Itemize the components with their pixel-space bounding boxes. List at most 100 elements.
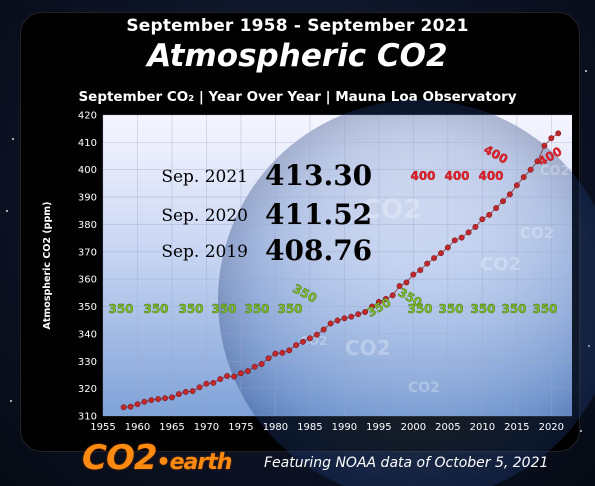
data-point [120,404,127,411]
data-point [231,373,237,380]
data-point [424,260,431,267]
marker-350: 350 [244,302,269,316]
data-point [451,237,458,244]
x-tick-label: 1970 [194,422,219,433]
data-point [472,223,479,230]
data-point [265,355,272,362]
star [6,210,8,212]
co2-earth-logo: CO2•earth [82,438,233,478]
data-point [306,335,313,342]
marker-350: 350 [438,302,463,316]
data-point [513,182,520,189]
marker-350: 350 [532,302,557,316]
y-tick-label: 340 [78,329,97,340]
x-tick-label: 2005 [435,422,460,433]
data-point [382,295,389,302]
data-point [431,255,438,262]
reading-label: Sep. 2019 [161,242,248,262]
data-point [479,216,486,223]
co2-watermark-glyph: CO2 [300,334,327,348]
y-tick-label: 380 [78,220,97,231]
x-tick-label: 1975 [228,422,253,433]
y-tick-label: 400 [78,165,97,176]
data-point [169,394,175,401]
x-axis-ticks: 1955 1960 1965 1970 1975 1980 1985 1990 1995 2000… [90,422,564,433]
marker-400: 400 [478,169,503,183]
y-tick-label: 320 [78,384,97,395]
marker-350: 350 [470,302,495,316]
data-point [520,174,527,181]
x-tick-label: 1990 [332,422,357,433]
data-point [389,292,396,299]
data-point [162,395,169,402]
marker-350: 350 [211,302,236,316]
marker-400: 400 [444,169,469,183]
x-tick-label: 2000 [401,422,426,433]
marker-350: 350 [407,302,432,316]
data-point [541,142,548,149]
reading-label: Sep. 2020 [161,206,248,226]
logo-main: CO2 [82,438,158,478]
y-axis-ticks: 310 320 330 340 350 360 370 380 390 400 410 420 [78,111,97,423]
data-point [334,317,341,324]
y-tick-label: 330 [78,357,97,368]
data-point [348,313,355,320]
logo-tail: earth [169,450,233,475]
x-tick-label: 1985 [297,422,322,433]
data-point [534,158,541,165]
reading-label: Sep. 2021 [161,167,248,187]
y-tick-label: 390 [78,193,97,204]
data-point [341,315,348,322]
data-point [286,347,293,354]
co2-series [120,130,562,411]
co2-watermark-glyph: CO2 [362,195,421,225]
data-point [272,350,279,357]
x-tick-label: 1965 [159,422,184,433]
x-tick-label: 1995 [366,422,391,433]
data-point [438,250,444,257]
marker-350: 350 [277,302,302,316]
co2-watermark-glyph: CO2 [480,254,521,275]
marker-350: 350 [143,302,168,316]
marker-350: 350 [108,302,133,316]
star [12,138,14,140]
y-axis-label: Atmospheric CO2 (ppm) [42,201,53,329]
x-tick-label: 2020 [539,422,564,433]
data-point [444,244,451,251]
data-point [251,363,258,370]
y-tick-label: 420 [78,111,97,122]
data-point [182,388,189,395]
data-point [141,398,148,405]
data-point [355,311,362,318]
marker-350: 350 [501,302,526,316]
y-tick-label: 410 [78,138,97,149]
footer-note: Featuring NOAA data of October 5, 2021 [264,455,549,471]
readings-block: Sep. 2021 413.30 Sep. 2020 411.52 Sep. 2019 4… [161,159,372,267]
data-point [300,338,306,345]
data-point [375,298,382,305]
data-point [210,379,217,386]
data-point [127,403,134,410]
x-tick-label: 1955 [90,422,115,433]
data-point [465,229,472,236]
data-point [148,397,155,404]
co2-watermark-glyph: CO2 [520,224,554,242]
data-point [555,130,562,137]
data-point [500,198,506,205]
data-point [417,267,424,274]
marker-350: 350 [178,302,203,316]
y-tick-label: 360 [78,275,97,286]
data-point [258,361,265,367]
marker-400: 400 [410,169,435,183]
data-point [362,309,369,315]
reading-value: 408.76 [265,234,372,267]
data-point [217,376,224,383]
data-point [396,283,403,289]
data-point [327,320,334,327]
data-point [244,368,251,375]
data-point [175,391,182,398]
data-point [527,166,534,173]
reading-value: 413.30 [265,159,372,192]
star [580,430,582,432]
